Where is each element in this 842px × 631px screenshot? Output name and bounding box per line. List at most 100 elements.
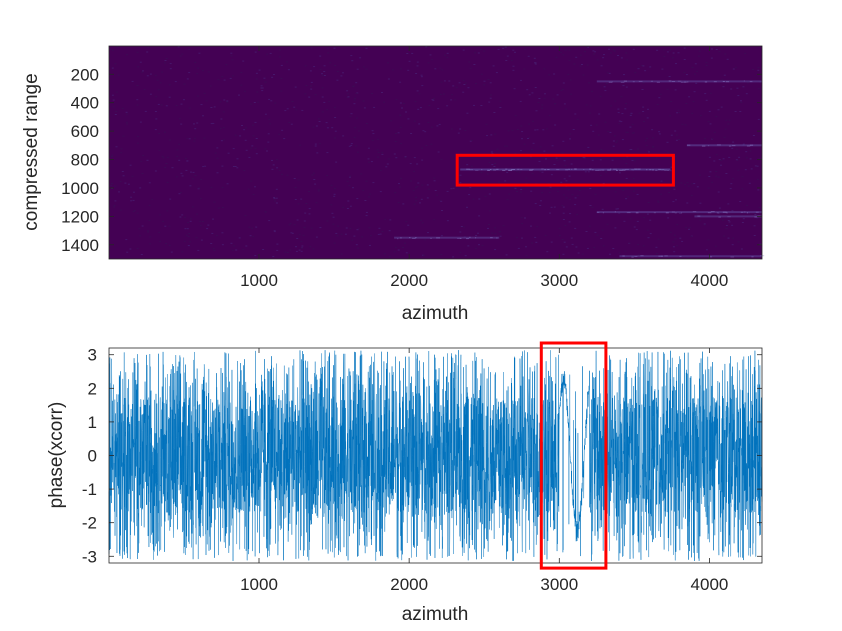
heatmap-noise-cell: [202, 166, 205, 168]
heatmap-noise-cell: [317, 118, 320, 120]
heatmap-noise-cell: [400, 177, 402, 179]
heatmap-noise-cell: [720, 106, 723, 108]
heatmap-noise-cell: [273, 74, 275, 75]
heatmap-noise-cell: [670, 166, 673, 168]
heatmap-noise-cell: [226, 101, 229, 103]
heatmap-noise-cell: [361, 236, 364, 238]
heatmap-noise-cell: [672, 52, 675, 54]
heatmap-noise-cell: [637, 254, 640, 256]
heatmap-noise-cell: [698, 50, 701, 52]
heatmap-noise-cell: [616, 140, 619, 142]
heatmap-noise-cell: [422, 254, 425, 256]
heatmap-noise-cell: [758, 157, 761, 159]
heatmap-noise-cell: [334, 117, 337, 118]
heatmap-noise-cell: [564, 165, 567, 166]
heatmap-noise-cell: [735, 148, 738, 150]
heatmap-noise-cell: [551, 145, 554, 147]
heatmap-noise-cell: [286, 252, 289, 253]
heatmap-noise-cell: [440, 81, 443, 83]
heatmap-noise-cell: [647, 149, 650, 151]
heatmap-noise-cell: [110, 183, 113, 184]
heatmap-noise-cell: [268, 98, 271, 100]
heatmap-noise-cell: [254, 186, 256, 188]
heatmap-noise-cell: [140, 160, 143, 162]
heatmap-noise-cell: [589, 105, 592, 107]
heatmap-noise-cell: [494, 233, 497, 235]
heatmap-noise-cell: [213, 106, 216, 108]
heatmap-noise-cell: [625, 163, 628, 164]
heatmap-noise-cell: [193, 123, 195, 125]
heatmap-noise-cell: [331, 212, 334, 214]
heatmap-noise-cell: [631, 132, 634, 134]
heatmap-noise-cell: [275, 202, 278, 204]
heatmap-noise-cell: [148, 219, 151, 221]
heatmap-noise-cell: [533, 57, 536, 59]
heatmap-noise-cell: [293, 106, 296, 108]
heatmap-noise-cell: [657, 200, 660, 202]
heatmap-noise-cell: [735, 159, 738, 161]
heatmap-streak-speckle: [718, 216, 721, 218]
heatmap-noise-cell: [210, 186, 213, 188]
heatmap-noise-cell: [412, 190, 415, 192]
heatmap-noise-cell: [469, 140, 472, 142]
heatmap-noise-cell: [310, 47, 313, 49]
heatmap-noise-cell: [520, 79, 522, 81]
heatmap-noise-cell: [666, 88, 669, 90]
heatmap-noise-cell: [163, 131, 166, 133]
heatmap-noise-cell: [262, 249, 265, 250]
heatmap-noise-cell: [333, 242, 336, 244]
heatmap-noise-cell: [330, 204, 333, 206]
heatmap-noise-cell: [657, 238, 660, 240]
heatmap-noise-cell: [395, 133, 397, 134]
heatmap-noise-cell: [448, 80, 451, 82]
heatmap-noise-cell: [634, 72, 637, 74]
heatmap-noise-cell: [350, 143, 353, 145]
heatmap-noise-cell: [230, 52, 233, 54]
heatmap-noise-cell: [676, 112, 679, 114]
heatmap-noise-cell: [658, 97, 661, 99]
heatmap-noise-cell: [427, 232, 429, 234]
heatmap-y-tick-label: 1200: [61, 207, 99, 226]
heatmap-noise-cell: [373, 106, 376, 108]
heatmap-noise-cell: [591, 159, 594, 161]
heatmap-noise-cell: [196, 73, 199, 75]
heatmap-noise-cell: [666, 51, 669, 53]
heatmap-noise-cell: [144, 110, 147, 112]
heatmap-streak-speckle: [532, 168, 534, 170]
heatmap-noise-cell: [600, 238, 603, 239]
heatmap-noise-cell: [231, 59, 234, 61]
heatmap-streak: [596, 80, 762, 83]
heatmap-noise-cell: [140, 254, 143, 255]
heatmap-noise-cell: [730, 88, 733, 90]
heatmap-noise-cell: [286, 174, 289, 176]
heatmap-noise-cell: [315, 125, 318, 127]
heatmap-noise-cell: [707, 121, 710, 123]
heatmap-streak-speckle: [592, 169, 594, 171]
heatmap-noise-cell: [562, 82, 565, 84]
heatmap-noise-cell: [531, 92, 534, 94]
heatmap-noise-cell: [281, 129, 284, 131]
heatmap-noise-cell: [746, 82, 749, 84]
heatmap-noise-cell: [562, 54, 565, 56]
heatmap-noise-cell: [414, 101, 417, 103]
heatmap-noise-cell: [477, 52, 480, 54]
heatmap-noise-cell: [726, 58, 729, 60]
heatmap-noise-cell: [184, 216, 186, 218]
heatmap-streak-speckle: [686, 144, 691, 146]
heatmap-noise-cell: [193, 137, 196, 139]
heatmap-streak-speckle: [709, 256, 713, 258]
heatmap-noise-cell: [452, 85, 455, 87]
heatmap-noise-cell: [133, 210, 136, 212]
heatmap-noise-cell: [514, 153, 517, 154]
heatmap-noise-cell: [188, 49, 191, 50]
heatmap-y-tick-label: 800: [71, 151, 99, 170]
heatmap-noise-cell: [429, 54, 432, 56]
heatmap-noise-cell: [436, 125, 439, 127]
heatmap-y-tick-label: 600: [71, 122, 99, 141]
heatmap-noise-cell: [416, 90, 419, 92]
heatmap-noise-cell: [560, 89, 563, 91]
heatmap-noise-cell: [644, 140, 647, 142]
heatmap-noise-cell: [604, 121, 607, 123]
heatmap-noise-cell: [486, 135, 488, 137]
